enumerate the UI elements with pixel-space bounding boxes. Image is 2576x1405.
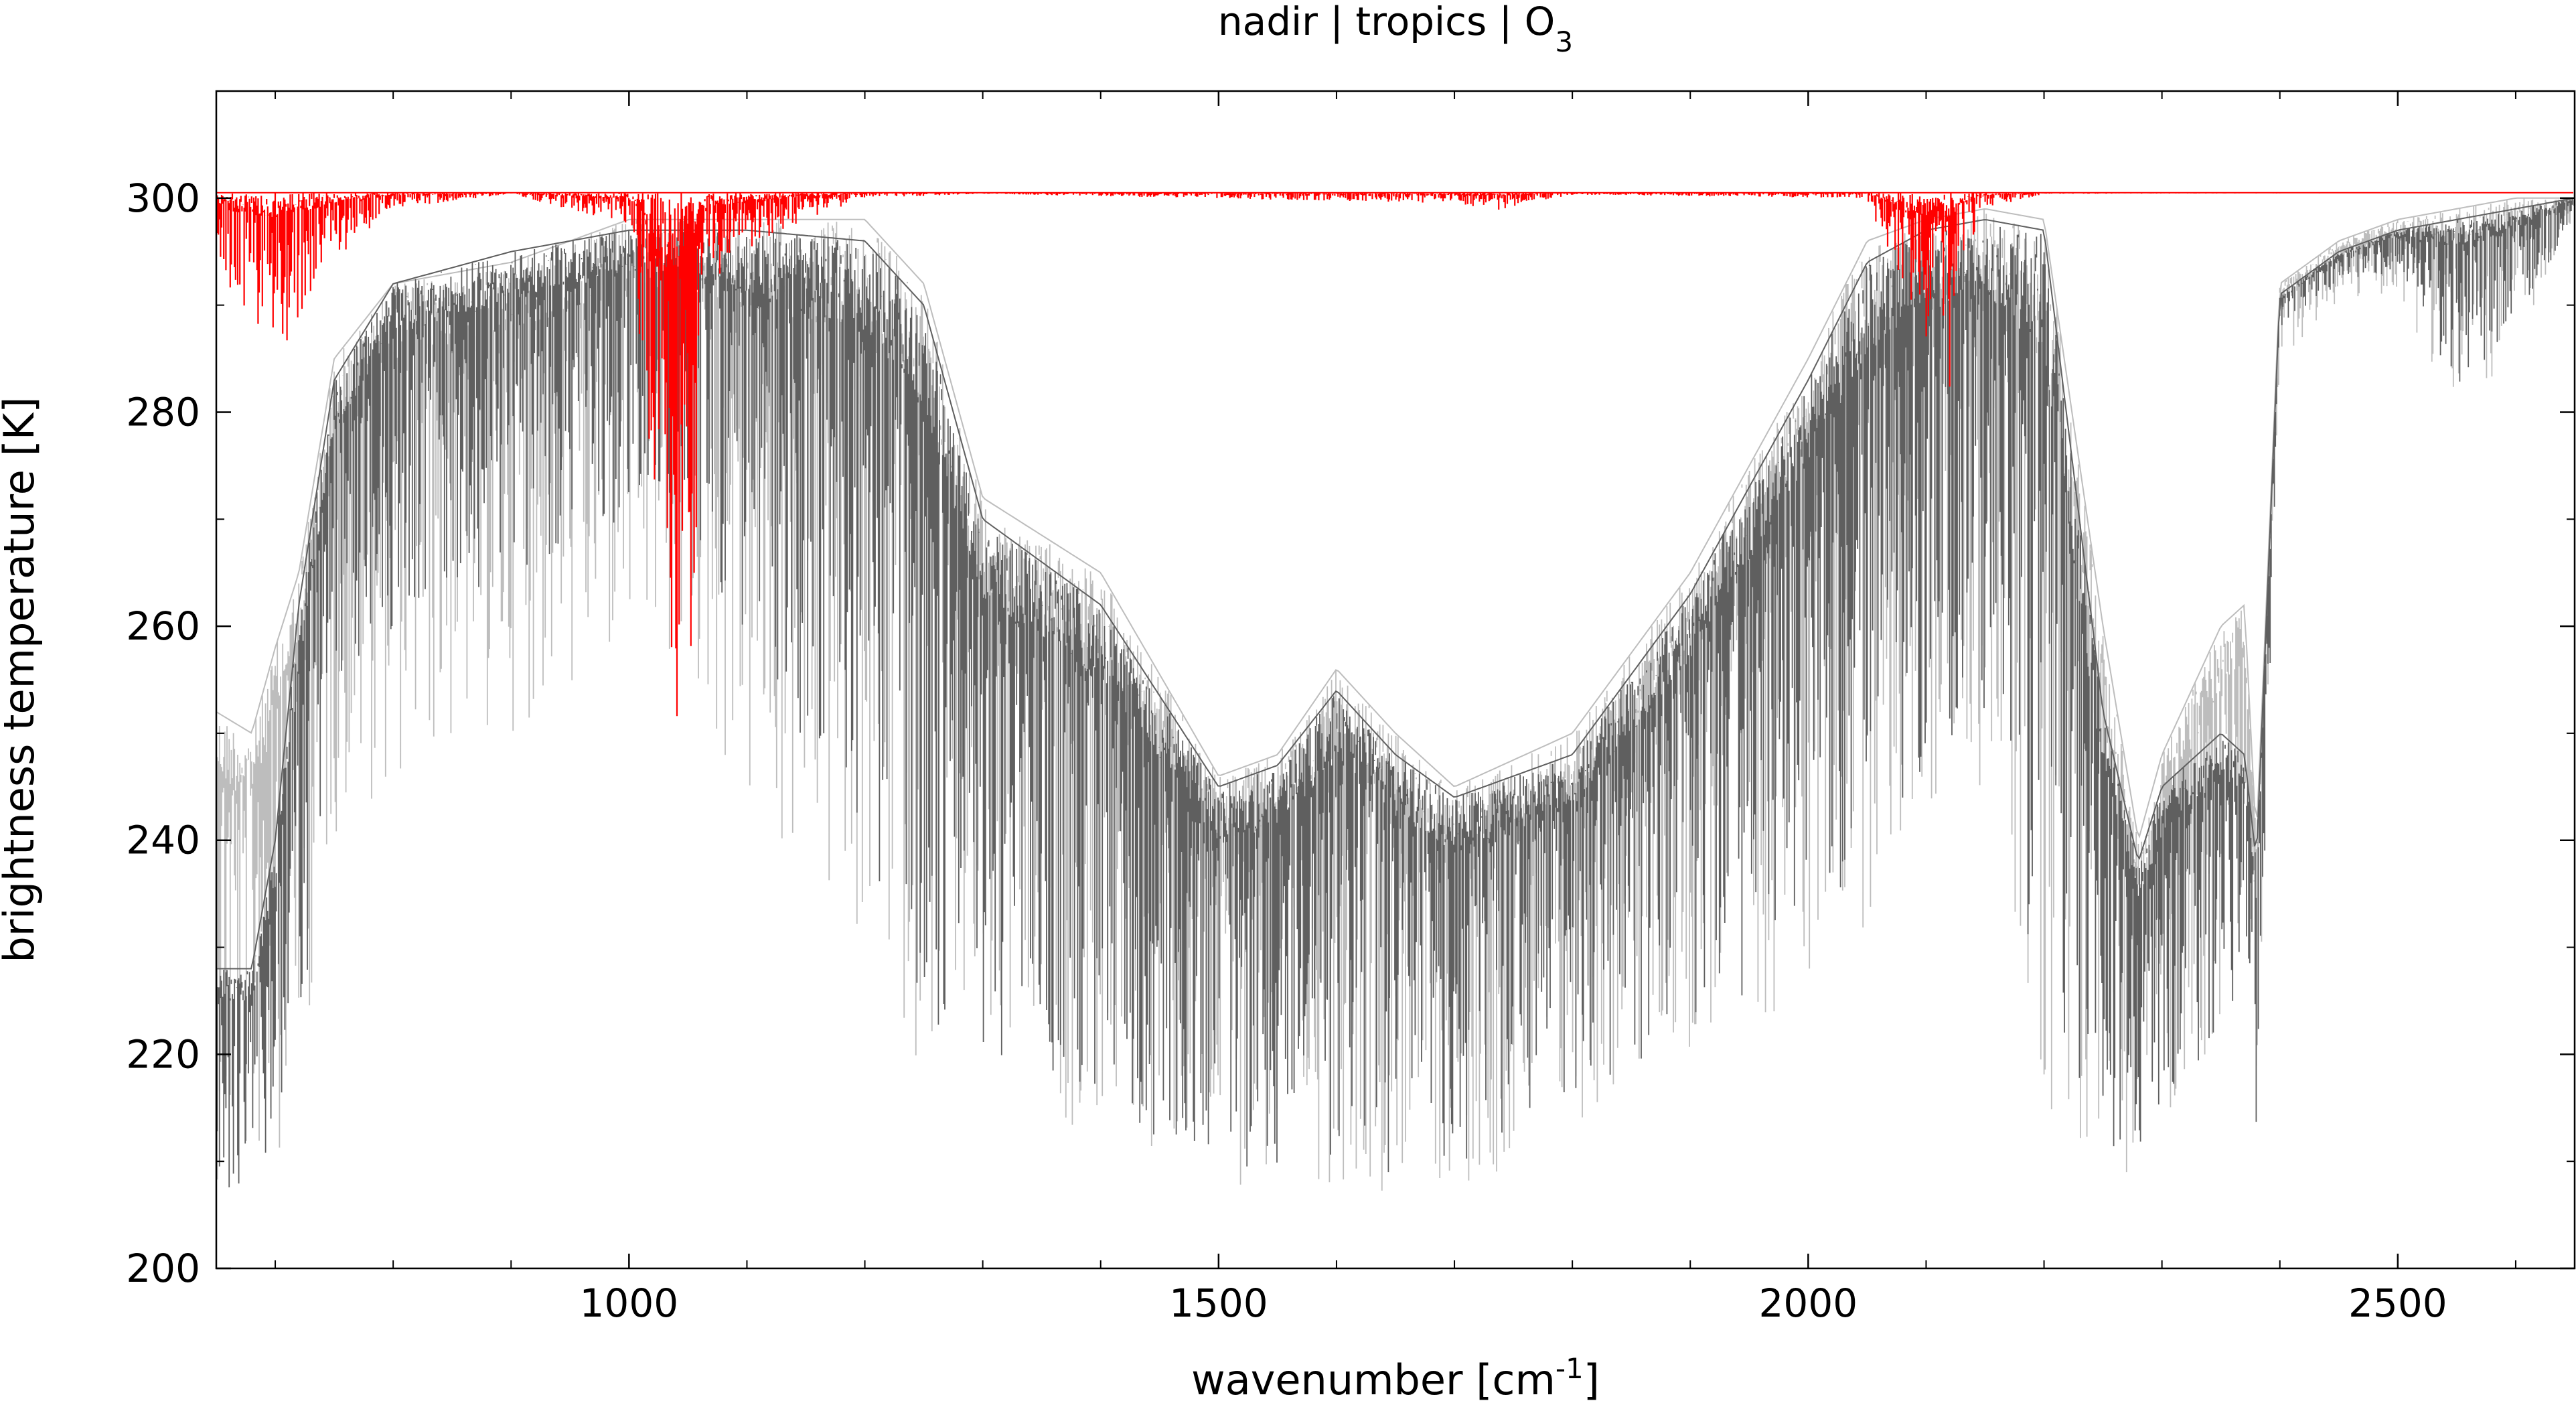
axes: 200 220 240 260 280 300 1000 1500 2000 2500 [126, 90, 2576, 1326]
x-tick-label-2500: 2500 [2348, 1280, 2447, 1326]
y-tick-label-200: 200 [126, 1246, 200, 1291]
plot-area [216, 192, 2575, 1191]
plot-frame [215, 90, 2576, 1270]
x-tick-label-2000: 2000 [1759, 1280, 1858, 1326]
chart-title-main: nadir | tropics | O [1218, 0, 1555, 44]
series-0-envelope [216, 197, 2573, 838]
series-1 [216, 198, 2575, 1187]
chart-title-subscript: 3 [1555, 25, 1573, 58]
y-tick-label-300: 300 [126, 175, 200, 221]
x-tick-label-1500: 1500 [1169, 1280, 1268, 1326]
x-axis-label-end: ] [1584, 1355, 1600, 1404]
x-axis-label-main: wavenumber [cm [1191, 1355, 1556, 1404]
x-axis-label-superscript: -1 [1556, 1352, 1584, 1385]
chart-title: nadir | tropics | O3 [1218, 0, 1573, 58]
y-tick-label-220: 220 [126, 1031, 200, 1077]
y-tick-label-280: 280 [126, 389, 200, 435]
y-tick-label-240: 240 [126, 818, 200, 863]
y-axis-label: brightness temperature [K] [0, 396, 44, 962]
series-2 [216, 192, 2573, 717]
y-tick-label-260: 260 [126, 603, 200, 649]
series-1-envelope [216, 198, 2574, 970]
x-tick-label-1000: 1000 [580, 1280, 679, 1326]
x-axis-label: wavenumber [cm-1] [1191, 1352, 1600, 1405]
